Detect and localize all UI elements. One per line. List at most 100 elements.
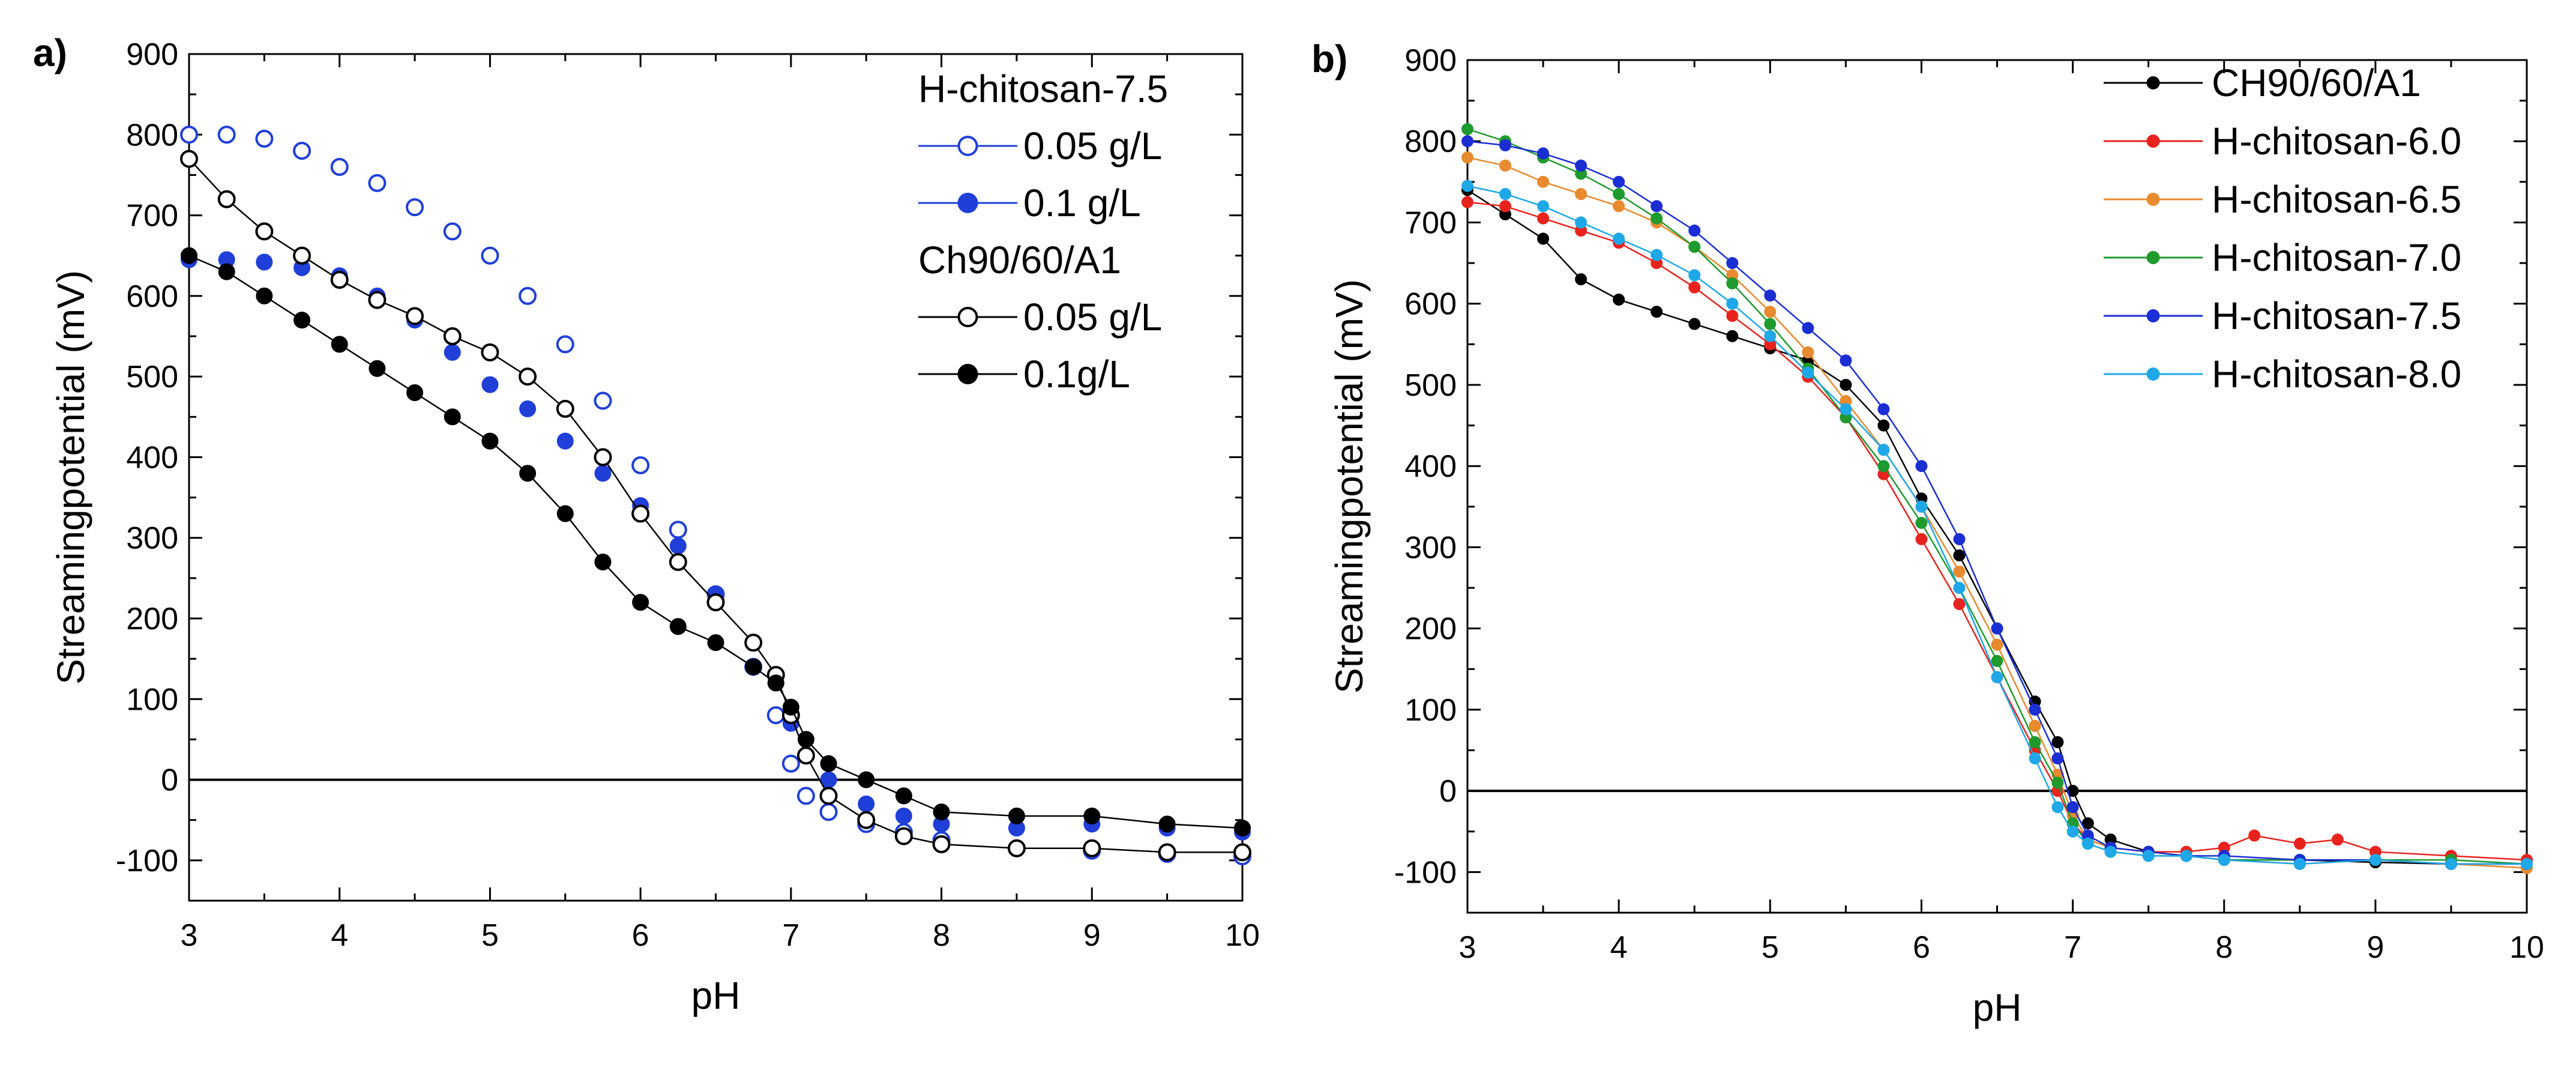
data-point: [1008, 808, 1025, 824]
data-point: [2521, 857, 2533, 870]
x-tick-label: 5: [481, 918, 499, 953]
data-point: [519, 400, 537, 417]
legend-swatch-marker: [2146, 193, 2160, 206]
data-point: [1613, 293, 1625, 306]
data-point: [1083, 839, 1101, 857]
data-point: [594, 465, 612, 482]
data-point: [1651, 306, 1663, 318]
y-axis-label: Streamingpotential (mV): [49, 270, 92, 685]
data-point: [369, 360, 386, 377]
data-point: [1840, 354, 1852, 367]
y-tick-label: 500: [1404, 368, 1457, 403]
data-point: [1461, 180, 1473, 192]
data-point: [669, 553, 687, 571]
data-point: [293, 312, 311, 329]
data-point: [406, 198, 424, 217]
data-point: [1877, 460, 1890, 473]
data-point: [1537, 212, 1550, 225]
data-point: [519, 286, 537, 305]
data-point: [745, 658, 762, 676]
data-point: [2369, 854, 2382, 866]
data-point: [1461, 135, 1473, 148]
data-point: [796, 746, 815, 765]
data-point: [819, 803, 838, 821]
data-point: [1575, 273, 1587, 286]
data-point: [1802, 346, 1814, 358]
x-axis-label: pH: [1973, 986, 2022, 1029]
y-tick-label: 700: [126, 199, 178, 234]
series-3: [181, 247, 1251, 837]
data-point: [368, 291, 387, 309]
x-axis-label: pH: [691, 974, 741, 1017]
data-point: [180, 150, 198, 168]
data-point: [1991, 671, 2003, 683]
data-point: [1688, 241, 1701, 253]
data-point: [1688, 269, 1701, 282]
data-point: [255, 222, 274, 241]
y-tick-label: 300: [126, 521, 178, 556]
data-point: [1651, 200, 1663, 213]
data-point: [1613, 200, 1625, 213]
data-point: [1499, 159, 1512, 172]
data-point: [933, 803, 950, 821]
legend-swatch-marker: [2146, 309, 2160, 322]
data-point: [556, 505, 574, 522]
data-point: [707, 634, 724, 651]
legend-entry-label: H-chitosan-6.0: [2212, 119, 2461, 163]
data-point: [1953, 598, 1966, 611]
y-tick-label: 300: [1404, 530, 1457, 565]
data-point: [1726, 330, 1739, 342]
data-point: [819, 787, 838, 805]
x-tick-label: 3: [181, 918, 198, 953]
data-point: [2104, 845, 2117, 858]
data-point: [330, 158, 349, 176]
data-point: [932, 835, 951, 853]
data-point: [181, 247, 197, 264]
y-tick-label: 600: [1404, 287, 1457, 322]
data-point: [1613, 232, 1625, 245]
data-point: [858, 771, 875, 788]
y-tick-label: 100: [126, 682, 178, 717]
data-point: [669, 521, 687, 539]
data-point: [1158, 843, 1176, 862]
data-point: [632, 594, 649, 611]
data-point: [444, 343, 461, 361]
data-point: [2066, 801, 2079, 814]
data-point: [797, 731, 814, 748]
data-point: [2218, 854, 2230, 866]
data-point: [1688, 225, 1701, 237]
legend-swatch-marker: [957, 307, 978, 327]
legend-entry-label: 0.1g/L: [1023, 352, 1130, 396]
data-point: [1953, 582, 1966, 594]
data-point: [1651, 212, 1663, 225]
data-point: [1688, 318, 1701, 330]
legend-swatch-marker: [2146, 367, 2160, 381]
y-tick-label: 100: [1404, 693, 1457, 728]
data-point: [1613, 188, 1625, 201]
legend-entry-label: H-chitosan-6.5: [2212, 178, 2461, 221]
data-point: [2051, 752, 2064, 765]
data-point: [857, 811, 876, 829]
data-point: [767, 674, 784, 692]
data-point: [406, 384, 424, 401]
legend-swatch-marker: [957, 136, 978, 156]
data-point: [1575, 188, 1587, 201]
data-point: [1953, 549, 1966, 561]
x-tick-label: 10: [2509, 930, 2544, 965]
x-tick-label: 6: [632, 918, 649, 953]
data-point: [594, 554, 612, 570]
data-point: [293, 246, 311, 265]
data-point: [218, 263, 235, 280]
x-tick-label: 8: [933, 918, 950, 953]
legend-entry-label: H-chitosan-7.0: [2212, 236, 2461, 279]
data-point: [1537, 200, 1550, 213]
legend-swatch-marker: [2146, 135, 2160, 148]
data-point: [1233, 843, 1251, 862]
x-tick-label: 8: [2215, 930, 2233, 965]
legend-entry-label: 0.05 g/L: [1023, 295, 1162, 339]
data-point: [1915, 460, 1928, 473]
legend-swatch-marker: [2146, 76, 2160, 89]
x-tick-label: 7: [782, 918, 799, 953]
data-point: [1007, 839, 1026, 857]
